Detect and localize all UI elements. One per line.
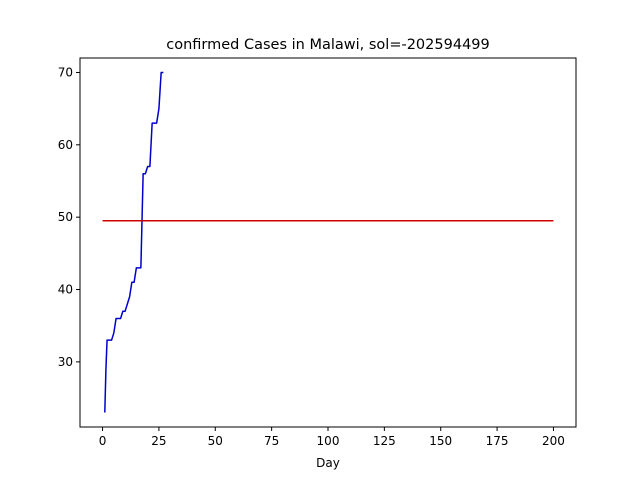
x-tick-label: 50 bbox=[208, 434, 223, 448]
plot-frame bbox=[79, 57, 577, 428]
x-tick-label: 25 bbox=[151, 434, 166, 448]
x-tick-label: 175 bbox=[486, 434, 509, 448]
chart-title: confirmed Cases in Malawi, sol=-20259449… bbox=[166, 37, 490, 53]
plot-area bbox=[102, 71, 554, 413]
y-tick-label: 60 bbox=[58, 138, 73, 152]
series-line-0 bbox=[104, 71, 164, 413]
y-tick-label: 50 bbox=[58, 210, 73, 224]
x-tick-label: 200 bbox=[542, 434, 565, 448]
x-axis: 0 25 50 75 100 125 150 175 200 bbox=[99, 427, 565, 448]
x-tick-label: 75 bbox=[264, 434, 279, 448]
x-tick-label: 125 bbox=[373, 434, 396, 448]
y-axis: 30 40 50 60 70 bbox=[58, 65, 80, 369]
x-tick-label: 100 bbox=[317, 434, 340, 448]
y-tick-label: 30 bbox=[58, 355, 73, 369]
y-tick-label: 40 bbox=[58, 283, 73, 297]
y-tick-label: 70 bbox=[58, 65, 73, 79]
x-tick-label: 0 bbox=[99, 434, 107, 448]
x-axis-label: Day bbox=[316, 456, 340, 470]
x-tick-label: 150 bbox=[429, 434, 452, 448]
